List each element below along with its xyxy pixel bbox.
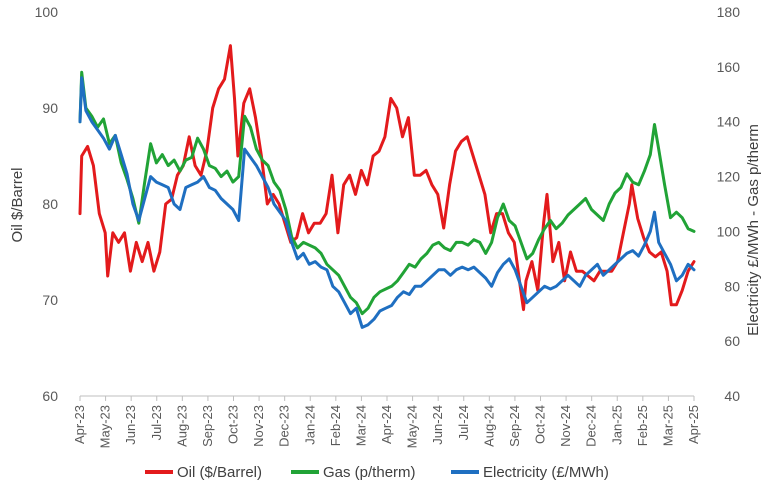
left-tick-label: 80 [42,196,58,212]
x-tick-label: Mar-24 [353,405,368,446]
right-tick-label: 80 [724,278,740,294]
left-tick-label: 70 [42,292,58,308]
x-tick-label: Apr-23 [72,405,87,444]
x-tick-label: Nov-24 [558,405,573,447]
x-tick-label: May-24 [405,405,420,448]
x-tick-label: Jun-24 [430,405,445,445]
x-tick-label: Oct-23 [226,405,241,444]
series-line-gas-p-therm [78,70,696,316]
x-tick-label: Nov-23 [251,405,266,447]
x-tick-label: Sep-24 [507,405,522,447]
left-tick-label: 100 [35,4,59,20]
legend-label-gas-p-therm: Gas (p/therm) [323,464,416,481]
x-axis-ticks: Apr-23 May-23 Jun-23 Jul-23 Aug-23 Sep-23 Oct-… [72,396,701,448]
series-line-oil-barrel [78,44,696,312]
x-tick-label: Oct-24 [533,405,548,444]
x-tick-label: Jul-24 [456,405,471,440]
left-tick-label: 60 [42,388,58,404]
y-axis-right-title: Electricity £/MWh - Gas p/therm [745,124,762,336]
x-tick-label: Jan-24 [302,405,317,445]
x-tick-label: Aug-23 [174,405,189,447]
right-tick-label: 100 [717,223,741,239]
x-tick-label: Mar-25 [660,405,675,446]
x-tick-label: Dec-23 [277,405,292,447]
legend-label-electricity-mwh: Electricity (£/MWh) [483,464,609,481]
left-tick-label: 90 [42,100,58,116]
x-tick-label: Apr-25 [686,405,701,444]
right-tick-label: 40 [724,388,740,404]
x-tick-label: Sep-23 [200,405,215,447]
x-tick-label: Jan-25 [609,405,624,445]
x-tick-label: Aug-24 [481,405,496,447]
left-axis-ticks: 60 70 80 90 100 [35,4,59,404]
right-tick-label: 120 [717,169,741,185]
x-tick-label: Feb-25 [635,405,650,446]
y-axis-left-title: Oil $/Barrel [9,167,26,242]
x-tick-label: Feb-24 [328,405,343,446]
right-axis-ticks: 40 60 80 100 120 140 160 180 [717,4,741,404]
right-tick-label: 160 [717,59,741,75]
right-tick-label: 60 [724,333,740,349]
x-tick-label: Dec-24 [584,405,599,447]
x-tick-label: Jun-23 [123,405,138,445]
series-line-electricity-mwh [78,76,696,329]
x-tick-label: May-23 [98,405,113,448]
legend: Oil ($/Barrel) Gas (p/therm) Electricity (… [145,464,609,481]
x-tick-label: Apr-24 [379,405,394,444]
right-tick-label: 140 [717,114,741,130]
legend-label-oil-barrel: Oil ($/Barrel) [177,464,262,481]
x-tick-label: Jul-23 [149,405,164,440]
right-tick-label: 180 [717,4,741,20]
series-lines [78,44,696,329]
